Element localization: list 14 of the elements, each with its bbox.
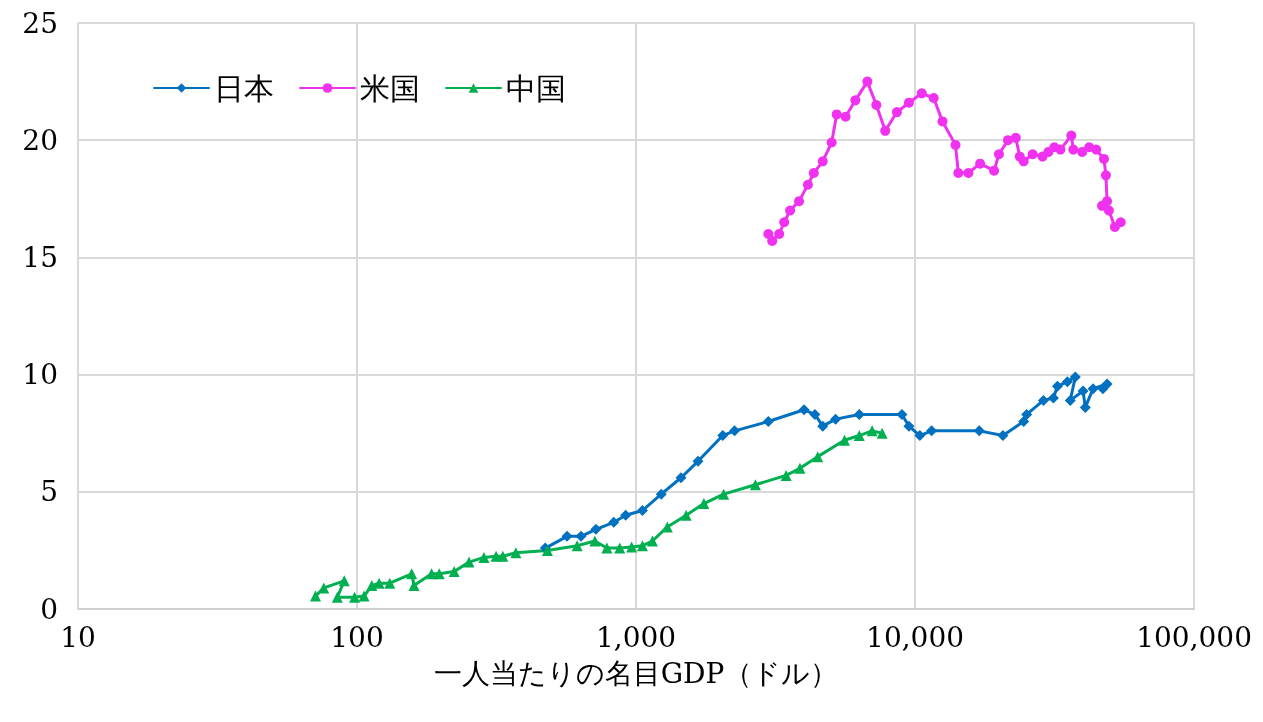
y-tick-label: 20 — [22, 123, 58, 157]
legend-label: 米国 — [360, 70, 420, 106]
y-tick-label: 25 — [22, 6, 58, 40]
x-tick-label: 10,000 — [866, 620, 965, 654]
y-tick-label: 0 — [40, 592, 58, 626]
legend-label: 日本 — [214, 70, 274, 106]
legend-label: 中国 — [506, 70, 566, 106]
y-tick-label: 5 — [40, 475, 58, 509]
y-tick-label: 10 — [22, 358, 58, 392]
x-axis-title: 一人当たりの名目GDP（ドル） — [433, 656, 839, 690]
x-tick-label: 100 — [330, 620, 384, 654]
x-tick-label: 1,000 — [595, 620, 677, 654]
x-tick-label: 100,000 — [1136, 620, 1252, 654]
y-tick-label: 15 — [22, 240, 58, 274]
